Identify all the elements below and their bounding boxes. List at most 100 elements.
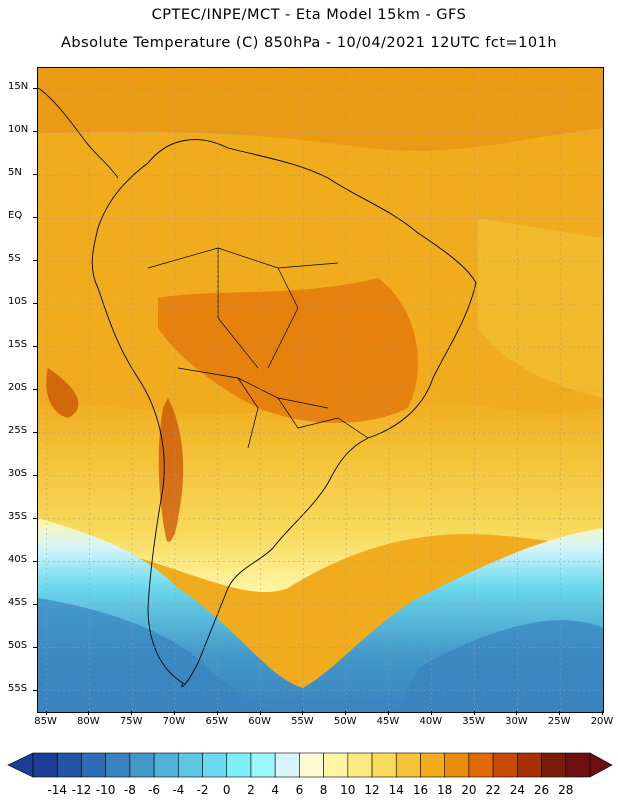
- lat-tick: [33, 174, 37, 176]
- lat-tick-label: 55S: [8, 682, 28, 694]
- legend-level-label: -4: [172, 783, 185, 797]
- lat-tick: [33, 303, 37, 305]
- lat-tick-label: 15S: [8, 339, 28, 351]
- legend-level-label: 12: [364, 783, 380, 797]
- lat-tick: [33, 560, 37, 562]
- lon-tick: [302, 711, 304, 715]
- field-land-warm: [158, 278, 418, 423]
- lat-tick-label: EQ: [8, 210, 23, 222]
- legend-swatch: [299, 752, 324, 778]
- lon-tick-label: 75W: [119, 716, 143, 727]
- lon-tick-label: 25W: [547, 716, 571, 727]
- legend-swatch: [105, 752, 131, 778]
- lat-tick: [33, 431, 37, 433]
- lat-tick: [33, 603, 37, 605]
- legend-swatch: [178, 752, 203, 778]
- lat-tick-label: 25S: [8, 424, 28, 436]
- legend-swatch: [565, 752, 591, 778]
- graticule: [38, 68, 603, 712]
- lon-tick: [216, 711, 218, 715]
- legend-swatch: [395, 752, 421, 778]
- field-cold-patch-east: [398, 620, 603, 712]
- legend-swatch: [274, 752, 300, 778]
- continent-outline: [91, 139, 477, 688]
- legend-level-label: -14: [47, 783, 67, 797]
- field-north-band: [38, 68, 603, 151]
- legend-level-label: 8: [319, 783, 328, 797]
- lat-tick-label: 35S: [8, 510, 28, 522]
- lat-tick-label: 30S: [8, 467, 28, 479]
- legend-level-label: 16: [412, 783, 429, 797]
- lon-tick-label: 20W: [590, 716, 614, 727]
- legend-swatch: [517, 752, 542, 778]
- lon-tick-label: 80W: [77, 716, 100, 727]
- field-atlantic-east: [478, 218, 603, 398]
- legend-level-label: 6: [295, 783, 304, 797]
- lon-tick-label: 70W: [162, 716, 186, 727]
- lat-tick: [33, 346, 37, 348]
- lon-tick: [559, 711, 561, 715]
- legend-level-label: 10: [340, 783, 356, 797]
- lon-tick: [602, 711, 603, 715]
- lon-tick: [173, 711, 175, 715]
- lon-tick-label: 30W: [505, 716, 528, 727]
- lat-tick-label: 45S: [8, 596, 28, 608]
- legend-level-label: 18: [437, 783, 453, 797]
- lat-tick-label: 20S: [8, 382, 28, 393]
- lon-tick: [387, 711, 389, 715]
- legend-swatch: [323, 752, 349, 778]
- legend-swatch: [153, 752, 179, 778]
- lat-tick-label: 5N: [8, 167, 22, 179]
- lon-tick: [45, 711, 47, 715]
- lat-tick: [33, 474, 37, 476]
- lat-tick: [33, 131, 37, 133]
- central-america-outline: [38, 87, 119, 179]
- lon-tick-label: 85W: [34, 716, 57, 727]
- legend-swatch: [468, 752, 494, 778]
- lon-tick-label: 55W: [291, 716, 314, 727]
- lat-tick: [33, 517, 37, 519]
- lat-tick: [33, 389, 37, 390]
- legend-level-label: -2: [196, 783, 209, 797]
- lon-tick: [345, 711, 347, 715]
- legend-swatch: [202, 752, 228, 778]
- legend-level-label: 28: [558, 783, 574, 797]
- chart-title-line2: Absolute Temperature (C) 850hPa - 10/04/…: [60, 35, 558, 51]
- legend-level-label: 2: [247, 783, 255, 797]
- legend-level-label: 0: [222, 783, 231, 797]
- lon-tick: [516, 711, 518, 715]
- lon-tick: [473, 711, 475, 715]
- legend-level-label: 14: [388, 783, 404, 797]
- legend-level-label: 22: [485, 783, 501, 797]
- legend-swatch: [129, 752, 155, 778]
- legend-level-label: -8: [123, 783, 136, 797]
- lat-tick: [33, 646, 37, 648]
- legend-swatch: [444, 752, 470, 778]
- legend-level-label: -6: [148, 783, 161, 797]
- field-cold-patch: [38, 598, 268, 712]
- lon-tick-label: 65W: [205, 716, 229, 727]
- field-west-warm: [46, 368, 79, 418]
- field-andes-warm: [158, 398, 184, 542]
- lat-tick: [33, 217, 37, 219]
- lon-tick-label: 45W: [376, 716, 400, 727]
- lon-tick: [430, 711, 432, 715]
- lon-tick-label: 40W: [419, 716, 443, 727]
- lat-tick: [33, 260, 37, 262]
- legend-level-label: -12: [71, 783, 92, 797]
- lat-tick: [33, 88, 37, 90]
- legend-swatch: [371, 752, 397, 778]
- legend-swatch: [81, 752, 106, 778]
- lat-tick-label: 50S: [8, 639, 28, 651]
- legend-level-label: 4: [271, 783, 279, 797]
- legend-swatch: [226, 752, 252, 778]
- legend-max-arrow: [589, 752, 613, 778]
- chart-title-line1: CPTEC/INPE/MCT - Eta Model 15km - GFS: [151, 7, 467, 23]
- legend-swatch: [347, 752, 373, 778]
- lon-tick-label: 50W: [333, 716, 357, 727]
- legend-level-label: -10: [95, 783, 116, 797]
- lon-tick: [88, 711, 90, 715]
- color-legend: [7, 752, 613, 778]
- legend-swatch: [32, 752, 58, 778]
- lon-tick: [259, 711, 261, 715]
